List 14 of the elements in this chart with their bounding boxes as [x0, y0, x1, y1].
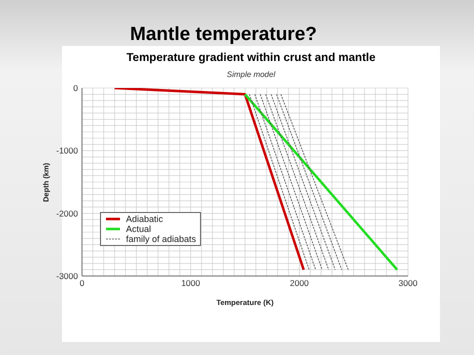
x-tick-label: 1000	[181, 278, 200, 288]
legend-label: Actual	[126, 224, 152, 234]
text: Simple model	[226, 70, 276, 79]
x-tick-label: 0	[80, 278, 85, 288]
legend-label: Adiabatic	[126, 214, 164, 224]
y-tick-label: -1000	[56, 146, 78, 156]
legend-label: family of adiabats	[126, 234, 196, 244]
x-tick-label: 2000	[290, 278, 310, 288]
y-tick-label: -3000	[56, 271, 78, 282]
y-tick-label: -2000	[56, 208, 78, 218]
x-tick-label: 3000	[398, 278, 418, 288]
chart-subtitle: Temperature gradient within crust and mantle	[126, 52, 376, 64]
chart-title: Mantle temperature?	[130, 24, 317, 46]
y-tick-label: 0	[73, 83, 78, 94]
